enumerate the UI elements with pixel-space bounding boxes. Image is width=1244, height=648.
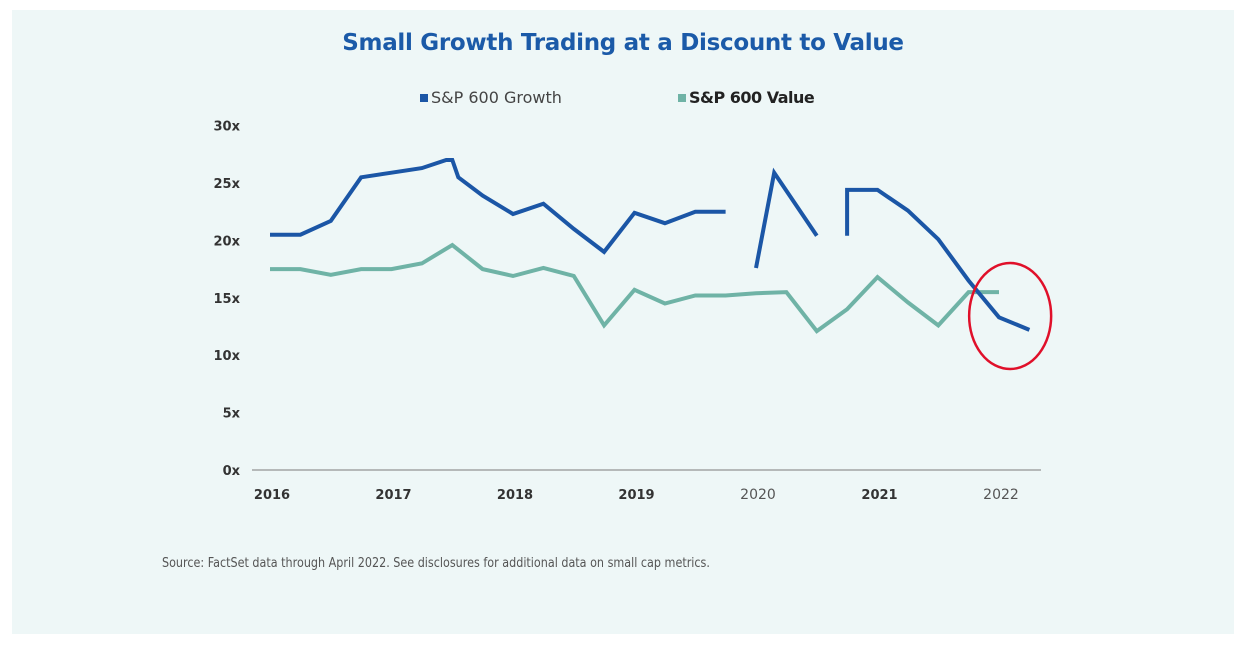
y-tick-label: 0x bbox=[223, 464, 241, 479]
growth-series-line-segment bbox=[270, 158, 726, 255]
legend-swatch-value bbox=[678, 93, 686, 102]
series-group bbox=[270, 158, 1031, 334]
x-axis: 2016 2017 2018 2019 2020 2021 2022 bbox=[254, 487, 1019, 503]
growth-series-line-segment bbox=[845, 187, 1031, 332]
x-tick-label: 2019 bbox=[618, 488, 654, 503]
y-tick-label: 10x bbox=[214, 349, 241, 364]
x-tick-label: 2018 bbox=[497, 488, 533, 503]
x-tick-label: 2017 bbox=[375, 488, 411, 503]
growth-series-line-segment bbox=[754, 167, 819, 269]
x-tick-label: 2020 bbox=[740, 487, 776, 503]
y-tick-label: 25x bbox=[214, 177, 241, 192]
legend-label-growth: S&P 600 Growth bbox=[431, 88, 562, 107]
x-tick-label: 2016 bbox=[254, 488, 290, 503]
x-tick-label: 2022 bbox=[983, 487, 1019, 503]
chart-panel: Small Growth Trading at a Discount to Va… bbox=[12, 10, 1234, 634]
highlight-circle bbox=[967, 261, 1053, 371]
legend-item-growth: S&P 600 Growth bbox=[420, 88, 562, 107]
legend: S&P 600 Growth S&P 600 Value bbox=[12, 88, 1234, 108]
y-tick-label: 15x bbox=[214, 292, 241, 307]
annotation-group bbox=[967, 261, 1053, 371]
legend-item-value: S&P 600 Value bbox=[678, 88, 815, 107]
y-tick-label: 20x bbox=[214, 234, 241, 249]
value-series-line-segment bbox=[270, 242, 999, 334]
y-tick-label: 5x bbox=[223, 407, 241, 422]
legend-label-value: S&P 600 Value bbox=[689, 88, 815, 107]
y-axis: 0x 5x 10x 15x 20x 25x 30x bbox=[214, 120, 241, 479]
source-note: Source: FactSet data through April 2022.… bbox=[162, 556, 710, 571]
x-tick-label: 2021 bbox=[861, 488, 897, 503]
legend-swatch-growth bbox=[420, 93, 428, 102]
y-tick-label: 30x bbox=[214, 120, 241, 135]
chart-title: Small Growth Trading at a Discount to Va… bbox=[342, 30, 904, 56]
